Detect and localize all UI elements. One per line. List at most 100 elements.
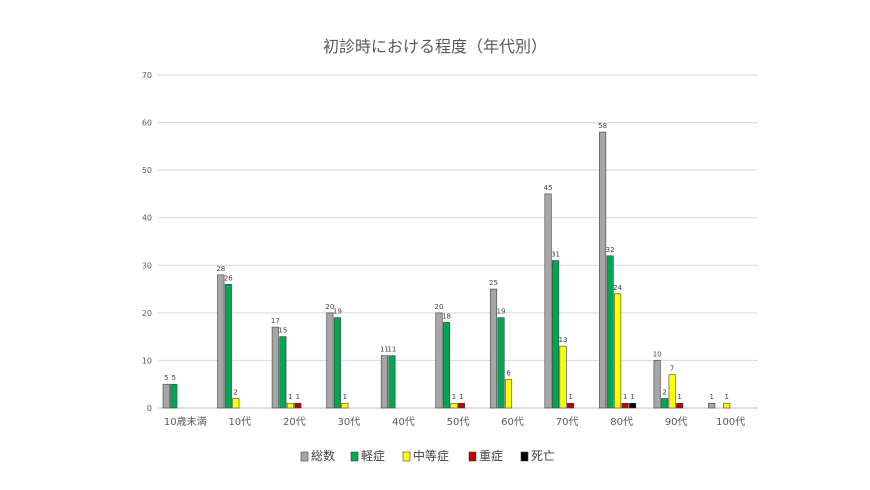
bar — [232, 398, 240, 409]
data-label: 18 — [442, 312, 451, 320]
bar — [559, 345, 567, 409]
data-label: 19 — [333, 308, 342, 316]
bar — [661, 398, 669, 409]
bar — [621, 402, 629, 409]
gridlines — [158, 74, 758, 409]
bar — [552, 260, 560, 409]
data-label: 1 — [459, 393, 463, 401]
bars — [162, 131, 731, 409]
data-label: 10 — [653, 350, 662, 358]
data-label: 5 — [172, 374, 176, 382]
y-tick-label: 0 — [147, 404, 152, 413]
data-label: 17 — [271, 317, 280, 325]
bar — [629, 402, 637, 409]
x-category-label: 80代 — [610, 416, 633, 428]
data-label: 1 — [677, 393, 681, 401]
legend-label: 中等症 — [413, 448, 449, 463]
legend-swatch — [350, 451, 359, 462]
data-label: 11 — [387, 346, 396, 354]
data-label: 25 — [489, 279, 498, 287]
data-label: 13 — [559, 336, 568, 344]
data-label: 32 — [606, 246, 615, 254]
x-category-label: 60代 — [501, 416, 524, 428]
x-category-label: 20代 — [283, 416, 306, 428]
data-label: 28 — [216, 265, 225, 273]
legend-swatch — [468, 451, 477, 462]
data-label: 45 — [544, 184, 553, 192]
bar — [326, 312, 334, 409]
x-category-label: 70代 — [556, 416, 579, 428]
bar — [341, 402, 349, 409]
data-label: 19 — [497, 308, 506, 316]
data-label: 1 — [623, 393, 627, 401]
data-label: 26 — [224, 274, 233, 282]
y-tick-label: 20 — [142, 309, 152, 318]
data-label: 20 — [325, 303, 334, 311]
data-label: 1 — [709, 393, 713, 401]
bar — [162, 383, 170, 409]
x-category-label: 100代 — [716, 416, 745, 428]
x-axis-categories: 10歳未満 10代 20代 30代 40代 50代 60代 70代 80代 90代 100代 — [164, 416, 745, 428]
bar — [224, 284, 232, 409]
y-tick-label: 30 — [142, 261, 152, 270]
data-label: 7 — [670, 365, 674, 373]
y-tick-label: 10 — [142, 356, 152, 365]
bar — [271, 326, 279, 409]
x-category-label: 50代 — [447, 416, 470, 428]
data-label: 31 — [551, 251, 560, 259]
bar — [279, 336, 287, 409]
bar — [450, 402, 458, 409]
bar — [333, 317, 341, 409]
data-label: 1 — [568, 393, 572, 401]
bar — [723, 402, 731, 409]
data-label: 1 — [343, 393, 347, 401]
bar — [442, 322, 451, 409]
data-label: 24 — [613, 284, 622, 292]
data-label: 6 — [506, 369, 511, 377]
legend-swatch — [402, 451, 411, 462]
y-axis-ticks: 0 10 20 30 40 50 60 70 — [142, 71, 152, 413]
data-label: 1 — [630, 393, 634, 401]
bar — [653, 360, 661, 409]
x-category-label: 10代 — [228, 416, 251, 428]
data-label: 2 — [234, 388, 238, 396]
y-tick-label: 50 — [142, 166, 152, 175]
data-label: 11 — [380, 346, 389, 354]
data-label: 1 — [296, 393, 300, 401]
data-label: 58 — [598, 122, 607, 130]
x-category-label: 90代 — [665, 416, 688, 428]
legend-label: 重症 — [479, 448, 503, 463]
bar — [544, 193, 552, 409]
data-label: 1 — [724, 393, 728, 401]
legend-swatch — [520, 451, 529, 462]
bar — [614, 293, 622, 409]
y-tick-label: 60 — [142, 119, 152, 128]
data-label: 1 — [288, 393, 292, 401]
data-label: 15 — [278, 327, 287, 335]
bar — [217, 274, 225, 409]
bar — [668, 374, 676, 409]
bar — [170, 383, 178, 409]
legend-label: 総数 — [311, 448, 335, 463]
x-category-label: 30代 — [338, 416, 361, 428]
bar — [489, 288, 498, 409]
legend-label: 死亡 — [531, 449, 555, 463]
y-tick-label: 40 — [142, 214, 152, 223]
data-label: 1 — [452, 393, 456, 401]
bar — [567, 402, 575, 409]
x-category-label: 40代 — [392, 416, 415, 428]
x-category-label: 10歳未満 — [164, 416, 207, 428]
bar — [504, 379, 513, 409]
data-label: 2 — [662, 388, 666, 396]
data-label: 5 — [164, 374, 168, 382]
data-label: 20 — [435, 303, 444, 311]
bar — [676, 402, 684, 409]
y-tick-label: 70 — [142, 71, 152, 80]
bar — [435, 312, 443, 409]
bar — [457, 402, 466, 409]
legend: 総数 軽症 中等症 重症 死亡 — [300, 448, 555, 463]
chart-title: 初診時における程度（年代別） — [323, 37, 547, 56]
bar — [708, 402, 716, 409]
